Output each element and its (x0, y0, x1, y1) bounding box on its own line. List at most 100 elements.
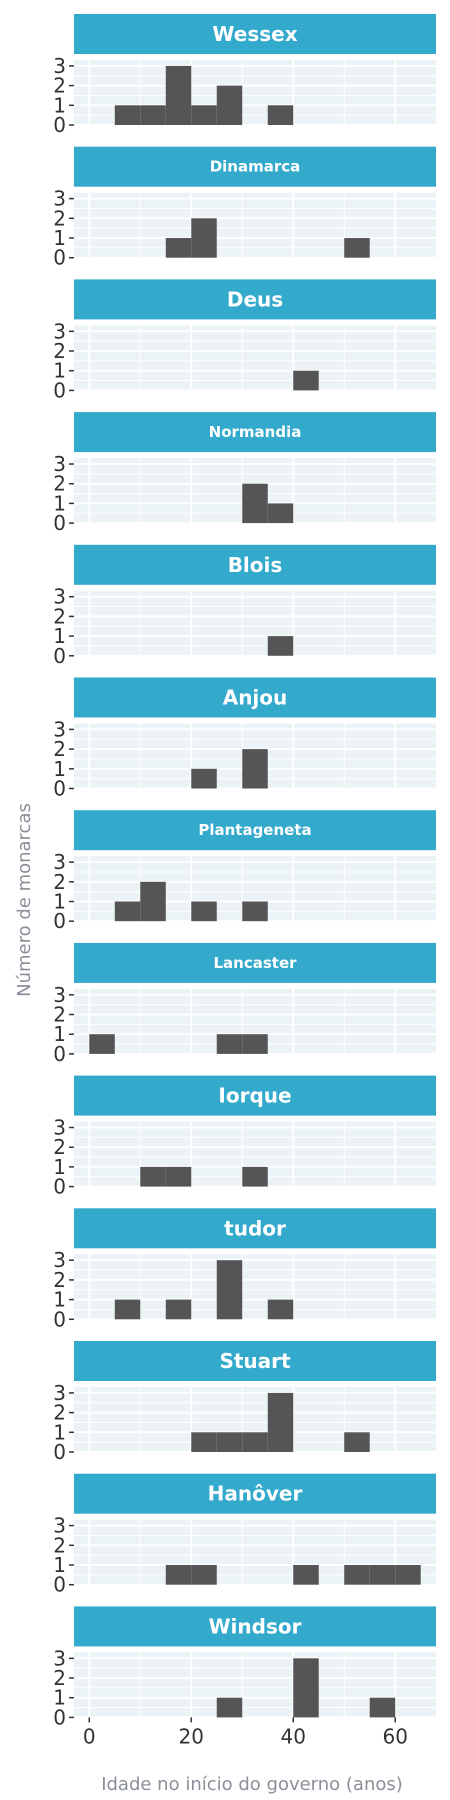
histogram-bar (114, 1299, 141, 1320)
y-tick-label: 1 (53, 890, 66, 914)
histogram-bar (293, 370, 319, 391)
histogram-bar (140, 105, 166, 125)
y-tick-label: 2 (53, 1666, 66, 1690)
facet-title: Wessex (212, 22, 297, 46)
facet-title: Hanôver (208, 1482, 303, 1506)
y-tick-label: 2 (53, 604, 66, 628)
histogram-bar (165, 65, 192, 125)
y-axis-title: Número de monarcas (14, 803, 35, 997)
y-tick-label: 0 (53, 113, 66, 137)
y-tick-label: 2 (53, 1401, 66, 1425)
y-tick-label: 2 (53, 339, 66, 363)
x-tick-label: 40 (281, 1724, 306, 1748)
y-tick-label: 0 (53, 511, 66, 535)
facet-title: Stuart (219, 1349, 291, 1373)
facet-panel (74, 590, 436, 656)
y-tick-label: 1 (53, 491, 66, 515)
y-tick-label: 0 (53, 1307, 66, 1331)
y-tick-label: 3 (53, 983, 66, 1007)
y-tick-label: 3 (53, 452, 66, 476)
facet-title: Windsor (209, 1614, 302, 1638)
x-tick-label: 60 (382, 1724, 407, 1748)
y-tick-label: 2 (53, 870, 66, 894)
facet-strip (74, 146, 436, 187)
y-tick-label: 3 (53, 1514, 66, 1538)
histogram-bar (140, 881, 166, 922)
x-tick-label: 20 (179, 1724, 204, 1748)
facet-title: Deus (227, 287, 283, 311)
facet-title: Anjou (223, 686, 288, 710)
y-tick-label: 0 (53, 1042, 66, 1066)
y-tick-label: 1 (53, 1288, 66, 1312)
facet-title: Iorque (218, 1084, 291, 1108)
facet-strip (74, 677, 436, 718)
facet-title: tudor (224, 1216, 286, 1240)
y-tick-label: 2 (53, 1135, 66, 1159)
y-tick-label: 1 (53, 1553, 66, 1577)
facet-title: Lancaster (213, 954, 297, 972)
histogram-bar (369, 1697, 396, 1718)
y-tick-label: 1 (53, 624, 66, 648)
histogram-bar (216, 1260, 243, 1320)
facet-strip (74, 1341, 436, 1381)
y-tick-label: 3 (53, 319, 66, 343)
y-tick-label: 3 (53, 1248, 66, 1272)
y-tick-label: 0 (53, 1705, 66, 1729)
histogram-bar (89, 1034, 115, 1054)
histogram-bar (165, 1565, 192, 1585)
histogram-bar (191, 901, 217, 922)
y-tick-label: 0 (53, 644, 66, 668)
y-tick-label: 0 (53, 1175, 66, 1199)
histogram-bar (191, 1432, 217, 1452)
y-tick-label: 1 (53, 1155, 66, 1179)
histogram-bar (242, 1432, 268, 1452)
histogram-bar (344, 1565, 370, 1585)
histogram-bar (267, 1392, 294, 1452)
y-tick-label: 2 (53, 472, 66, 496)
facet-title: Normandia (209, 423, 302, 441)
histogram-bar (114, 105, 141, 125)
facet-strip (74, 942, 436, 983)
histogram-bar (242, 1034, 268, 1054)
y-tick-label: 2 (53, 1003, 66, 1027)
y-tick-label: 3 (53, 1381, 66, 1405)
histogram-bar (216, 1034, 243, 1054)
y-tick-label: 1 (53, 1022, 66, 1046)
histogram-bar (165, 1166, 192, 1187)
histogram-bar (267, 636, 294, 656)
y-tick-label: 0 (53, 378, 66, 402)
histogram-bar (191, 105, 217, 125)
y-tick-label: 2 (53, 737, 66, 761)
histogram-bar (191, 218, 217, 258)
facet-strip (74, 1606, 436, 1647)
histogram-bar (293, 1658, 319, 1718)
histogram-bar (293, 1565, 319, 1585)
facet-strip (74, 544, 436, 585)
y-tick-label: 3 (53, 1116, 66, 1140)
y-tick-label: 2 (53, 206, 66, 230)
histogram-bar (165, 238, 192, 258)
facet-strip (74, 1208, 436, 1249)
y-tick-label: 1 (53, 359, 66, 383)
y-tick-label: 1 (53, 1420, 66, 1444)
y-tick-label: 3 (53, 717, 66, 741)
y-tick-label: 1 (53, 93, 66, 117)
y-tick-label: 2 (53, 1268, 66, 1292)
facet-strip (74, 412, 436, 453)
histogram-bar (267, 1299, 294, 1320)
histogram-bar (242, 483, 268, 524)
y-tick-label: 0 (53, 1573, 66, 1597)
facet-strip (74, 14, 436, 54)
y-tick-label: 0 (53, 909, 66, 933)
histogram-bar (242, 1166, 268, 1187)
